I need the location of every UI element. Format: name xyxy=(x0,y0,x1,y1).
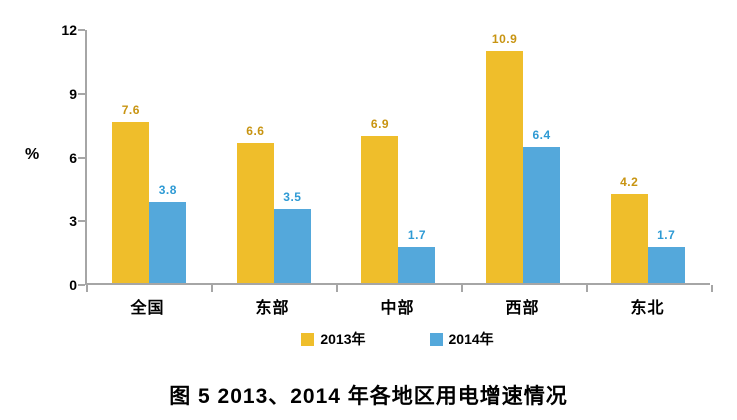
figure-caption: 图 5 2013、2014 年各地区用电增速情况 xyxy=(169,385,568,408)
bar: 1.7 xyxy=(398,228,436,283)
y-axis-unit-label: % xyxy=(25,146,40,163)
chart-legend: 2013年 2014年 xyxy=(85,329,710,349)
x-axis-category-labels: 全国 东部 中部 西部 东北 xyxy=(85,294,710,318)
y-tick-mark xyxy=(78,156,85,159)
legend-swatch xyxy=(429,332,443,346)
x-tick-mark xyxy=(586,285,588,292)
bar-group: 10.9 6.4 xyxy=(461,30,586,283)
legend-swatch xyxy=(301,332,315,346)
bar-groups: 7.6 3.8 6.6 3.5 6.9 1.7 10.9 6.4 4.2 1.7 xyxy=(87,30,710,283)
y-tick-mark xyxy=(78,284,85,286)
category-label: 中部 xyxy=(380,300,415,317)
category-label: 全国 xyxy=(130,300,165,317)
bar-value-label: 7.6 xyxy=(121,102,140,117)
category-label: 东北 xyxy=(630,300,665,317)
bar-group: 4.2 1.7 xyxy=(585,30,710,283)
bar-value-label: 1.7 xyxy=(407,227,427,242)
bar-value-label: 4.2 xyxy=(620,174,639,189)
bar: 7.6 xyxy=(112,103,150,283)
bar-group: 6.9 1.7 xyxy=(336,30,461,283)
bar-value-label: 3.8 xyxy=(158,183,177,198)
plot-area: % 0 3 6 9 12 7.6 3.8 6.6 3.5 6.9 1.7 10.9 6.4 4.2 1.7 xyxy=(25,22,713,293)
bar-value-label: 6.9 xyxy=(370,117,390,132)
bar: 6.9 xyxy=(361,117,399,283)
bar: 3.8 xyxy=(149,183,187,283)
x-tick-mark xyxy=(336,285,338,292)
bar: 6.4 xyxy=(523,128,561,283)
x-tick-mark xyxy=(86,285,88,292)
bar: 10.9 xyxy=(486,32,524,283)
bar: 1.7 xyxy=(647,228,685,283)
y-tick-label: 0 xyxy=(69,277,77,293)
bar: 4.2 xyxy=(610,175,648,283)
bar-value-label: 6.6 xyxy=(246,123,265,138)
category-label: 东部 xyxy=(255,300,290,317)
legend-item: 2014年 xyxy=(429,329,494,349)
bar-value-label: 10.9 xyxy=(491,32,518,47)
bar-value-label: 6.4 xyxy=(532,128,551,142)
legend-label: 2014年 xyxy=(448,331,494,347)
x-tick-mark xyxy=(211,285,213,292)
x-tick-mark xyxy=(711,285,713,292)
bar-value-label: 1.7 xyxy=(657,227,676,242)
y-tick-mark xyxy=(78,92,85,95)
y-tick-label: 12 xyxy=(61,22,77,38)
x-tick-mark xyxy=(461,285,463,292)
category-label: 西部 xyxy=(505,300,540,317)
y-tick-label: 9 xyxy=(69,85,77,102)
legend-label: 2013年 xyxy=(320,331,366,347)
y-tick-mark xyxy=(78,220,85,223)
bar: 6.6 xyxy=(236,124,274,283)
bar: 3.5 xyxy=(273,190,311,283)
bar-value-label: 3.5 xyxy=(283,189,302,204)
bar-group: 6.6 3.5 xyxy=(212,30,337,283)
y-tick-mark xyxy=(78,29,85,31)
legend-item: 2013年 xyxy=(301,329,366,349)
bar-group: 7.6 3.8 xyxy=(87,30,212,283)
y-tick-label: 3 xyxy=(69,213,77,230)
y-tick-label: 6 xyxy=(69,149,77,166)
